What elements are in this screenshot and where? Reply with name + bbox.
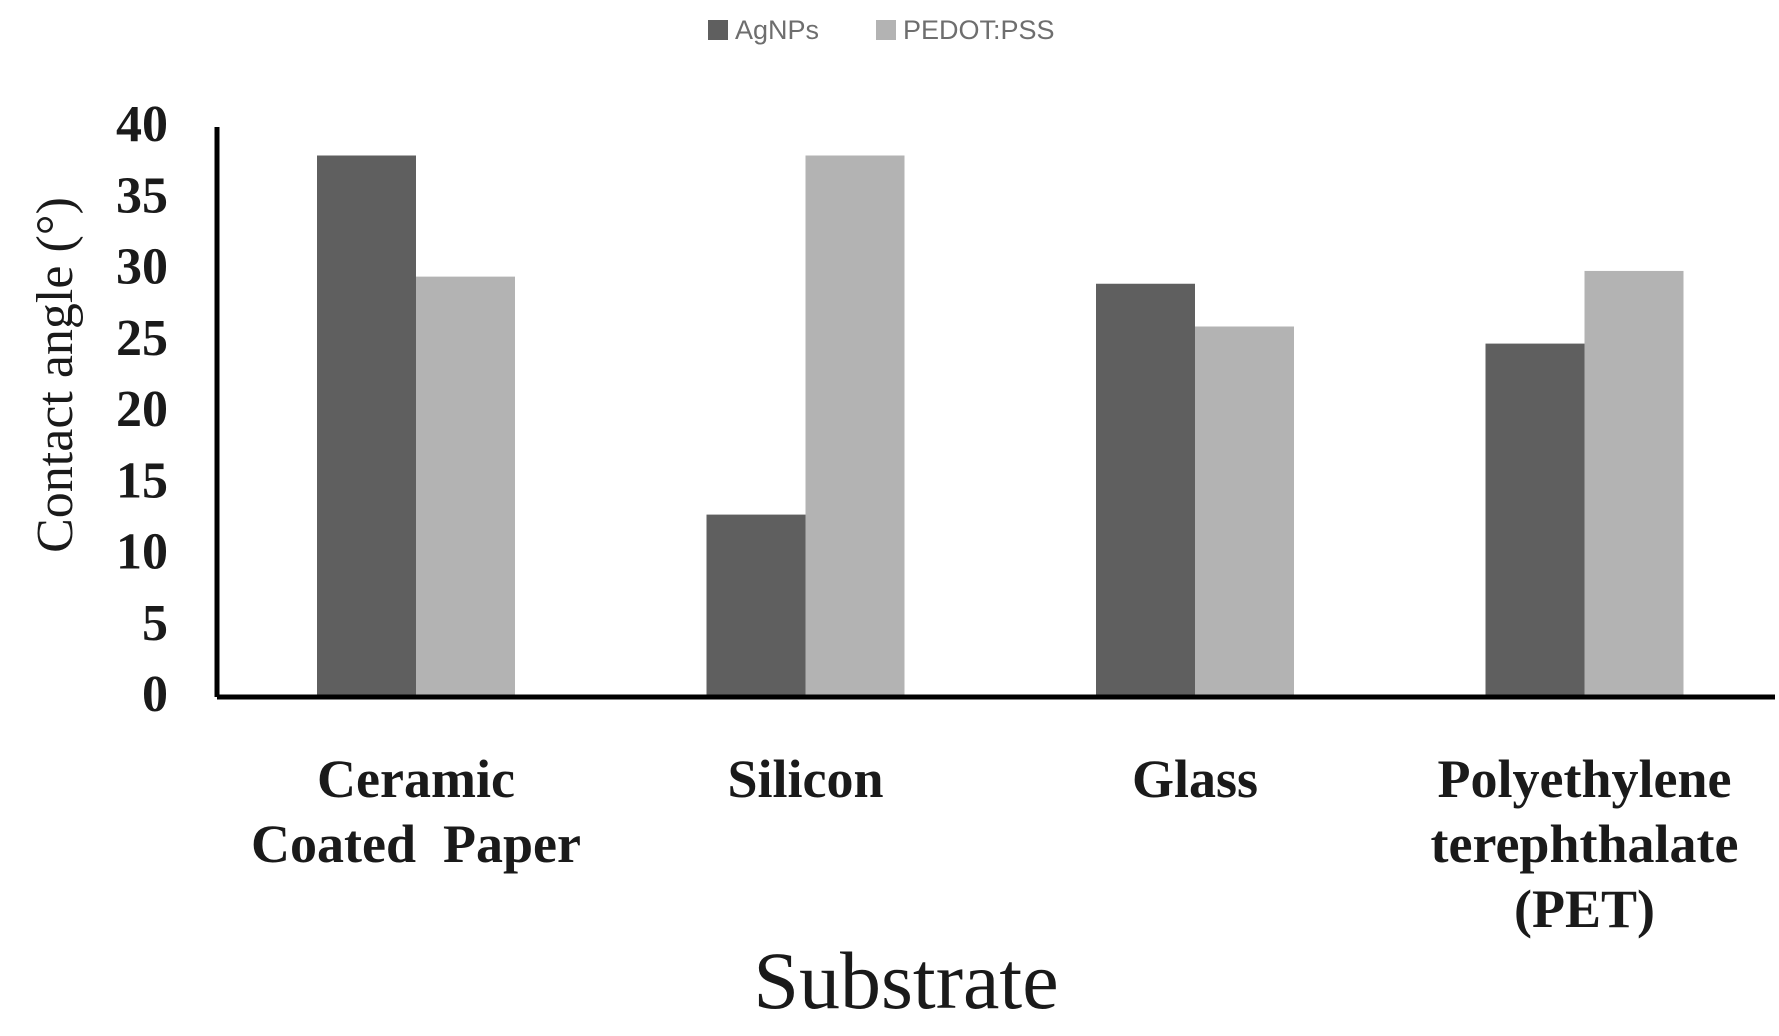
bar-agnps-2 bbox=[1096, 283, 1195, 697]
bar-agnps-1 bbox=[706, 514, 806, 697]
y-tick-label: 0 bbox=[142, 666, 168, 723]
y-tick-label: 15 bbox=[116, 452, 168, 509]
bar-pedot-pss-3 bbox=[1584, 270, 1684, 697]
x-axis-title: Substrate bbox=[753, 935, 1058, 1026]
axes bbox=[214, 127, 1775, 700]
legend-label: PEDOT:PSS bbox=[903, 15, 1055, 45]
y-tick-labels: 0 5 10 15 20 25 30 35 40 bbox=[116, 96, 168, 723]
bar-pedot-pss-2 bbox=[1195, 326, 1294, 697]
legend: AgNPs PEDOT:PSS bbox=[708, 15, 1055, 45]
legend-swatch-agnps bbox=[708, 20, 728, 40]
x-tick-label: (PET) bbox=[1514, 879, 1655, 939]
y-axis-title: Contact angle (°) bbox=[27, 197, 84, 553]
x-tick-label: terephthalate bbox=[1431, 814, 1739, 874]
y-tick-label: 30 bbox=[116, 239, 168, 296]
bar-agnps-3 bbox=[1485, 343, 1585, 697]
x-tick-label: Coated Paper bbox=[251, 814, 581, 874]
y-tick-label: 20 bbox=[116, 381, 168, 438]
legend-swatch-pedot-pss bbox=[876, 20, 896, 40]
bar-pedot-pss-0 bbox=[416, 276, 515, 697]
y-tick-label: 25 bbox=[116, 310, 168, 367]
x-tick-label: Silicon bbox=[727, 749, 883, 809]
bars bbox=[317, 155, 1684, 697]
y-tick-label: 10 bbox=[116, 524, 168, 581]
y-tick-label: 35 bbox=[116, 167, 168, 224]
x-tick-label: Ceramic bbox=[317, 749, 515, 809]
legend-label: AgNPs bbox=[735, 15, 819, 45]
x-tick-label: Polyethylene bbox=[1438, 749, 1732, 809]
bar-agnps-0 bbox=[317, 155, 416, 697]
y-tick-label: 5 bbox=[142, 595, 168, 652]
bar-pedot-pss-1 bbox=[805, 155, 905, 697]
x-tick-label: Glass bbox=[1132, 749, 1258, 809]
y-tick-label: 40 bbox=[116, 96, 168, 153]
